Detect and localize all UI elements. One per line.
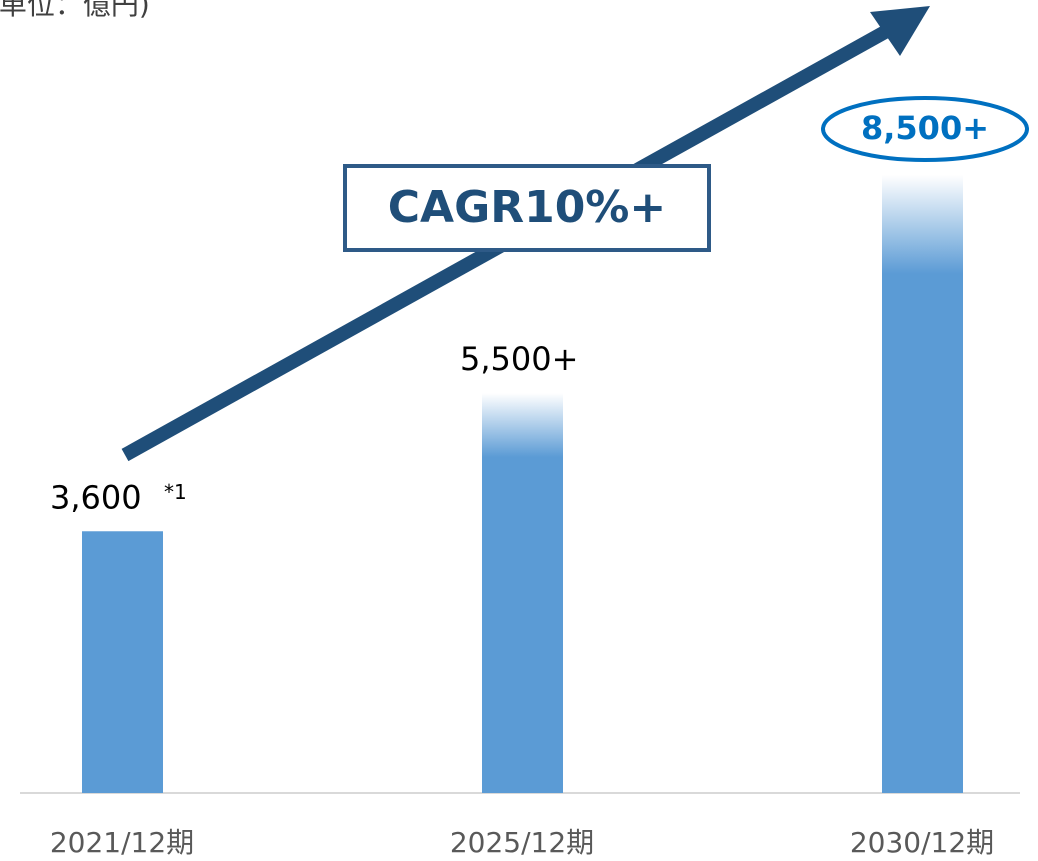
value-label: 8,500+ xyxy=(861,109,989,147)
arrow-head xyxy=(870,6,930,56)
bar xyxy=(82,531,163,793)
x-tick-label: 2025/12期 xyxy=(450,826,594,859)
value-label: 3,600 xyxy=(50,478,142,516)
x-tick-label: 2021/12期 xyxy=(50,826,194,859)
bar xyxy=(482,393,563,793)
bar xyxy=(882,175,963,793)
footnote-mark: *1 xyxy=(164,480,187,504)
x-tick-label: 2030/12期 xyxy=(850,826,994,859)
value-label: 5,500+ xyxy=(460,340,578,378)
cagr-label: CAGR10%+ xyxy=(388,182,667,233)
unit-title: (単位：億円) xyxy=(0,0,150,21)
highlight-ellipse xyxy=(821,96,1029,162)
cagr-box xyxy=(343,164,711,252)
